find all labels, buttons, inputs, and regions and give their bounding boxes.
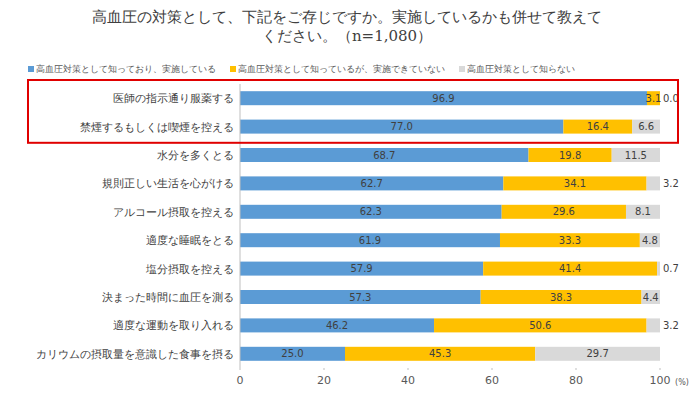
data-label: 4.4 [643,292,659,303]
data-label: 3.1 [646,93,662,104]
bar-segment [535,347,660,361]
bar-segment [563,120,632,134]
bar-segment [240,347,345,361]
bars [240,91,660,361]
x-tick-label: 40 [401,374,415,387]
bar-segment [529,148,612,162]
bar-segment [240,91,647,105]
data-label: 50.6 [529,320,551,331]
data-label: 45.3 [429,348,451,359]
bar-segment [657,262,660,276]
x-tick-label: 20 [317,374,331,387]
data-label: 29.7 [586,348,608,359]
highlight-box [28,80,678,143]
data-label: 46.2 [326,320,348,331]
data-label: 16.4 [587,121,609,132]
data-label: 96.9 [432,93,454,104]
bar-segment [640,233,660,247]
bar-segment [647,176,660,190]
bar-segment [503,176,646,190]
legend-label: 高血圧対策として知っており、実施している [36,64,216,74]
legend-label: 高血圧対策として知らない [467,64,575,74]
category-label: 塩分摂取を控える [145,263,234,276]
data-label: 4.8 [642,235,658,246]
data-label: 3.2 [663,320,679,331]
bar-segment [345,347,535,361]
legend: 高血圧対策として知っており、実施している 高血圧対策として知っているが、実施できて… [28,64,575,74]
data-label: 68.7 [373,150,395,161]
bar-segment [434,318,647,332]
x-axis-label: (%) [675,378,689,387]
bar-segment [500,233,640,247]
chart-svg: 高血圧対策として知っており、実施している 高血圧対策として知っているが、実施できて… [0,0,694,400]
x-tick-label: 60 [485,374,499,387]
bar-segment [240,148,529,162]
x-tick [408,368,409,370]
data-label: 11.5 [625,150,647,161]
data-labels: 96.9 3.10.0 77.0 16.4 6.6 68.7 19.8 11.5 62.7 34.… [281,93,679,360]
data-label: 34.1 [564,178,586,189]
x-tick [240,368,241,370]
x-tick-label: 80 [569,374,583,387]
bar-segment [632,120,660,134]
bar-segment [626,205,660,219]
bar-segment [612,148,660,162]
bar-segment [240,205,502,219]
category-label: 水分を多くとる [157,149,234,162]
data-label: 57.3 [349,292,371,303]
chart-title: 高血圧の対策として、下記をご存じですか。実施しているかも併せて教えてください。（… [92,8,602,46]
category-label: 適度な睡眠をとる [146,234,234,247]
bar-segment [240,262,483,276]
bar-segment [483,262,657,276]
category-label: 決まった時間に血圧を測る [102,291,234,304]
legend-swatch [230,66,236,72]
data-label: 33.3 [559,235,581,246]
chart-root: 高血圧対策として知っており、実施している 高血圧対策として知っているが、実施できて… [0,0,694,400]
category-label: 禁煙するもしくは喫煙を控える [80,121,234,134]
data-label: 57.9 [350,263,372,274]
category-label: 適度な運動を取り入れる [113,319,234,332]
bar-segment [481,290,642,304]
legend-swatch [28,66,34,72]
data-label: 25.0 [281,348,303,359]
category-label: 医師の指示通り服薬する [113,92,234,105]
data-label: 0.0 [663,93,679,104]
data-label: 8.1 [635,206,651,217]
data-label: 61.9 [359,235,381,246]
data-label: 0.7 [663,263,679,274]
bar-segment [642,290,660,304]
data-label: 29.6 [553,206,575,217]
category-label: 規則正しい生活を心がける [102,177,234,190]
data-label: 38.3 [550,292,572,303]
x-tick [324,368,325,370]
data-label: 62.3 [360,206,382,217]
x-tick-label: 0 [237,374,244,387]
bar-segment [240,318,434,332]
data-label: 62.7 [361,178,383,189]
legend-label: 高血圧対策として知っているが、実施できていない [238,64,445,74]
bar-segment [502,205,626,219]
data-label: 77.0 [391,121,413,132]
x-tick [660,368,661,370]
data-label: 19.8 [559,150,581,161]
data-label: 3.2 [663,178,679,189]
bar-segment [240,176,503,190]
bar-segment [240,233,500,247]
x-tick [576,368,577,370]
category-label: カリウムの摂取量を意識した食事を摂る [36,348,234,361]
x-tick [492,368,493,370]
bar-segment [647,318,660,332]
data-label: 6.6 [638,121,654,132]
y-axis-line [240,84,241,368]
category-label: アルコール摂取を控える [113,206,234,219]
bar-segment [240,120,563,134]
legend-swatch [459,66,465,72]
bar-segment [240,290,481,304]
x-tick-label: 100 [650,374,671,387]
data-label: 41.4 [559,263,581,274]
